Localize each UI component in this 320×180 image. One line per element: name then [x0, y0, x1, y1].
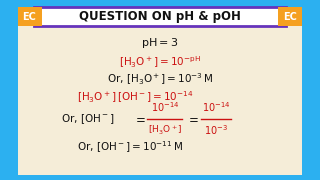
Text: $=$: $=$	[186, 112, 198, 125]
Text: EC: EC	[22, 12, 36, 22]
Text: $\mathrm{10^{-14}}$: $\mathrm{10^{-14}}$	[202, 100, 230, 114]
Text: $\mathrm{[H_3O^+]\,[OH^-] = 10^{-14}}$: $\mathrm{[H_3O^+]\,[OH^-] = 10^{-14}}$	[77, 89, 193, 105]
Text: EC: EC	[283, 12, 297, 22]
Text: $=$: $=$	[133, 112, 146, 125]
Text: $\mathrm{Or,\,[H_3O^+] = 10^{-3}\,M}$: $\mathrm{Or,\,[H_3O^+] = 10^{-3}\,M}$	[107, 71, 213, 87]
Text: $\mathrm{pH = 3}$: $\mathrm{pH = 3}$	[141, 36, 179, 50]
Text: $\mathrm{[H_3O^+]}$: $\mathrm{[H_3O^+]}$	[148, 124, 182, 137]
Text: $\mathrm{10^{-3}}$: $\mathrm{10^{-3}}$	[204, 124, 228, 137]
Text: $\mathrm{Or,\,[OH^-]}$: $\mathrm{Or,\,[OH^-]}$	[61, 112, 115, 126]
Text: QUESTION ON pH & pOH: QUESTION ON pH & pOH	[79, 10, 241, 23]
Text: $\mathrm{[H_3O^+] = 10^{-pH}}$: $\mathrm{[H_3O^+] = 10^{-pH}}$	[119, 54, 201, 70]
Text: $\mathrm{10^{-14}}$: $\mathrm{10^{-14}}$	[150, 100, 179, 114]
Text: $\mathrm{Or,\,[OH^-] = 10^{-11}\,M}$: $\mathrm{Or,\,[OH^-] = 10^{-11}\,M}$	[77, 139, 183, 154]
